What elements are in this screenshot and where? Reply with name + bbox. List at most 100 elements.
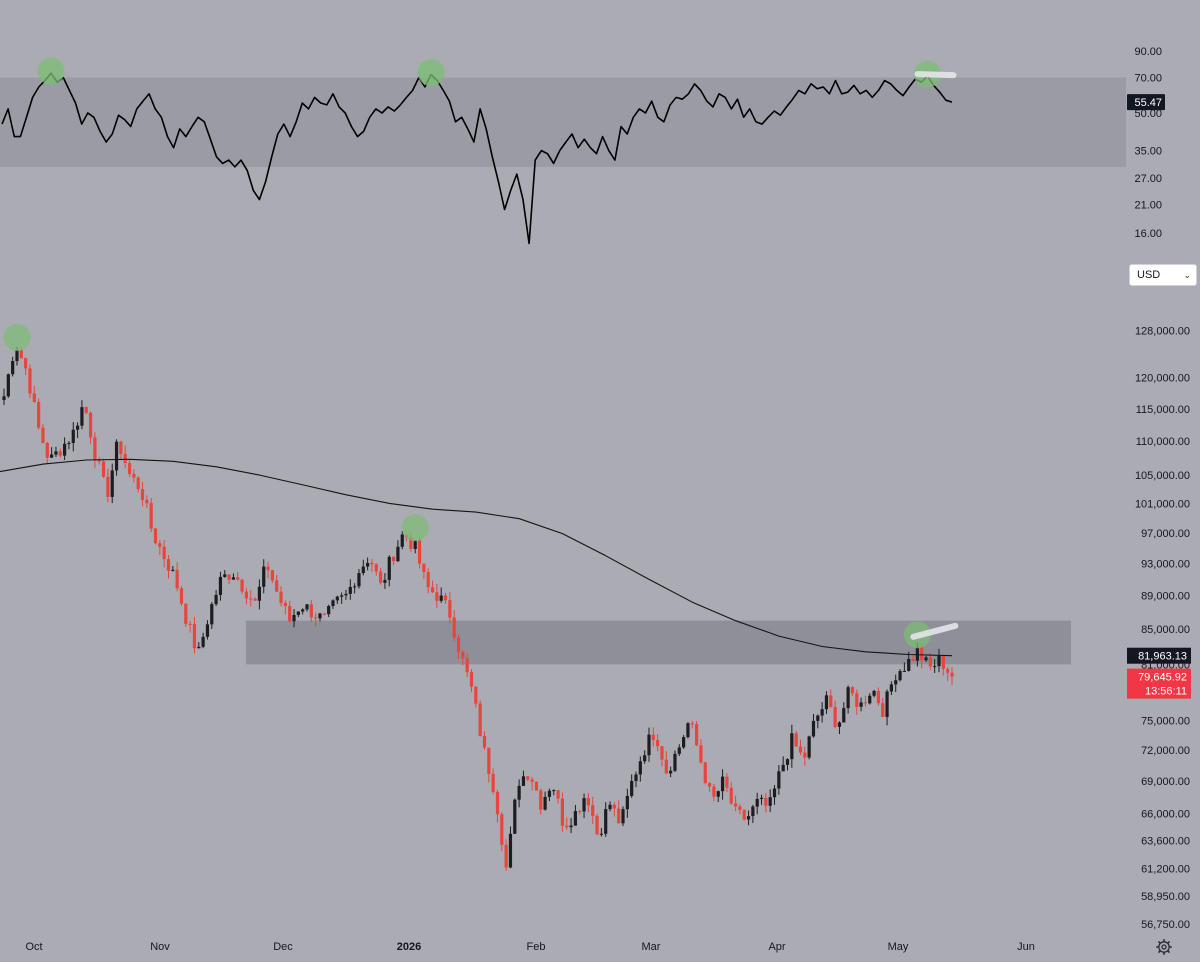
candle-body xyxy=(279,591,283,603)
candle-body xyxy=(846,687,850,709)
candle-body xyxy=(391,556,396,562)
candle-body xyxy=(591,805,595,816)
candle-body xyxy=(794,733,798,747)
candle-body xyxy=(894,680,898,685)
candle-body xyxy=(608,804,612,810)
candle-body xyxy=(340,595,344,597)
candle-body xyxy=(84,407,88,413)
candle-body xyxy=(478,703,482,736)
candle-body xyxy=(859,702,863,707)
candle-body xyxy=(19,350,23,359)
candle-body xyxy=(374,564,378,572)
candle-body xyxy=(119,441,123,454)
candle-body xyxy=(638,761,642,775)
candle-body xyxy=(101,461,106,477)
price-tick-label: 72,000.00 xyxy=(1141,745,1190,757)
candle-body xyxy=(500,814,504,845)
oscillator-tick-label: 21.00 xyxy=(1134,199,1162,211)
candle-body xyxy=(716,791,720,797)
candle-body xyxy=(699,745,703,763)
candle-body xyxy=(132,473,136,478)
candle-body xyxy=(565,825,569,828)
candle-body xyxy=(746,816,751,820)
candle-body xyxy=(803,752,807,758)
oscillator-value-label: 55.47 xyxy=(1134,97,1162,109)
candle-body xyxy=(80,407,84,426)
candle-body xyxy=(850,687,855,694)
oscillator-tick-label: 50.00 xyxy=(1134,108,1162,120)
candle-body xyxy=(617,808,621,824)
candle-body xyxy=(712,786,716,797)
candle-body xyxy=(305,604,309,610)
candle-body xyxy=(296,611,300,615)
candles xyxy=(2,346,954,871)
candle-body xyxy=(422,563,426,572)
candle-body xyxy=(456,637,461,652)
currency-select[interactable]: USD ⌄ xyxy=(1129,264,1197,286)
price-highlight-circle xyxy=(3,324,31,352)
candle-body xyxy=(153,528,158,544)
candle-body xyxy=(443,595,448,601)
candle-body xyxy=(725,776,729,788)
candle-body xyxy=(270,570,274,581)
candle-body xyxy=(379,571,383,583)
price-tick-label: 63,600.00 xyxy=(1141,836,1190,848)
candle-body xyxy=(474,686,478,704)
candle-body xyxy=(526,776,530,780)
candle-body xyxy=(275,580,279,592)
candle-body xyxy=(236,577,240,580)
candle-body xyxy=(543,796,547,810)
candle-body xyxy=(889,684,893,692)
candle-body xyxy=(781,764,785,772)
candle-body xyxy=(833,706,837,727)
candle-body xyxy=(28,368,32,394)
candle-body xyxy=(249,598,253,600)
candle-body xyxy=(171,569,175,571)
candle-body xyxy=(231,577,236,580)
candle-body xyxy=(361,566,365,574)
candle-body xyxy=(751,806,755,817)
candle-body xyxy=(842,708,846,723)
candle-body xyxy=(166,559,171,571)
moving-average-line xyxy=(0,458,953,657)
candle-body xyxy=(599,833,603,835)
candle-body xyxy=(703,762,707,784)
candle-body xyxy=(768,797,772,806)
candle-body xyxy=(855,693,859,707)
oscillator-tick-label: 70.00 xyxy=(1134,73,1162,85)
candle-body xyxy=(240,579,244,592)
candle-body xyxy=(807,736,811,758)
price-highlight-stroke xyxy=(910,622,959,640)
candle-body xyxy=(201,636,205,647)
candle-body xyxy=(604,809,608,834)
candle-body xyxy=(262,566,266,587)
moving-average-value-label: 81,963.13 xyxy=(1138,651,1187,663)
candle-body xyxy=(495,791,500,815)
candle-body xyxy=(435,592,439,601)
candle-body xyxy=(58,451,62,456)
oscillator-tick-label: 27.00 xyxy=(1134,173,1162,185)
resistance-zone xyxy=(246,620,1071,665)
price-panel: 128,000.00 120,000.00 115,000.00 110,000.00… xyxy=(0,324,1191,953)
candle-body xyxy=(569,825,573,828)
candle-body xyxy=(868,695,872,704)
candle-body xyxy=(837,722,842,727)
candle-body xyxy=(682,737,686,748)
candle-body xyxy=(288,606,292,622)
candle-body xyxy=(93,437,97,460)
candle-body xyxy=(366,562,370,567)
price-tick-label: 128,000.00 xyxy=(1135,326,1190,338)
candle-body xyxy=(322,613,326,615)
settings-button[interactable] xyxy=(1155,938,1173,956)
candle-body xyxy=(764,797,768,806)
time-axis-label: Nov xyxy=(150,941,170,953)
candle-body xyxy=(612,804,616,809)
candle-body xyxy=(504,844,508,868)
oscillator-tick-label: 35.00 xyxy=(1134,146,1162,158)
candle-body xyxy=(32,393,36,402)
candle-body xyxy=(621,809,625,824)
candle-body xyxy=(920,647,924,661)
last-price-label: 79,645.92 xyxy=(1138,672,1187,684)
